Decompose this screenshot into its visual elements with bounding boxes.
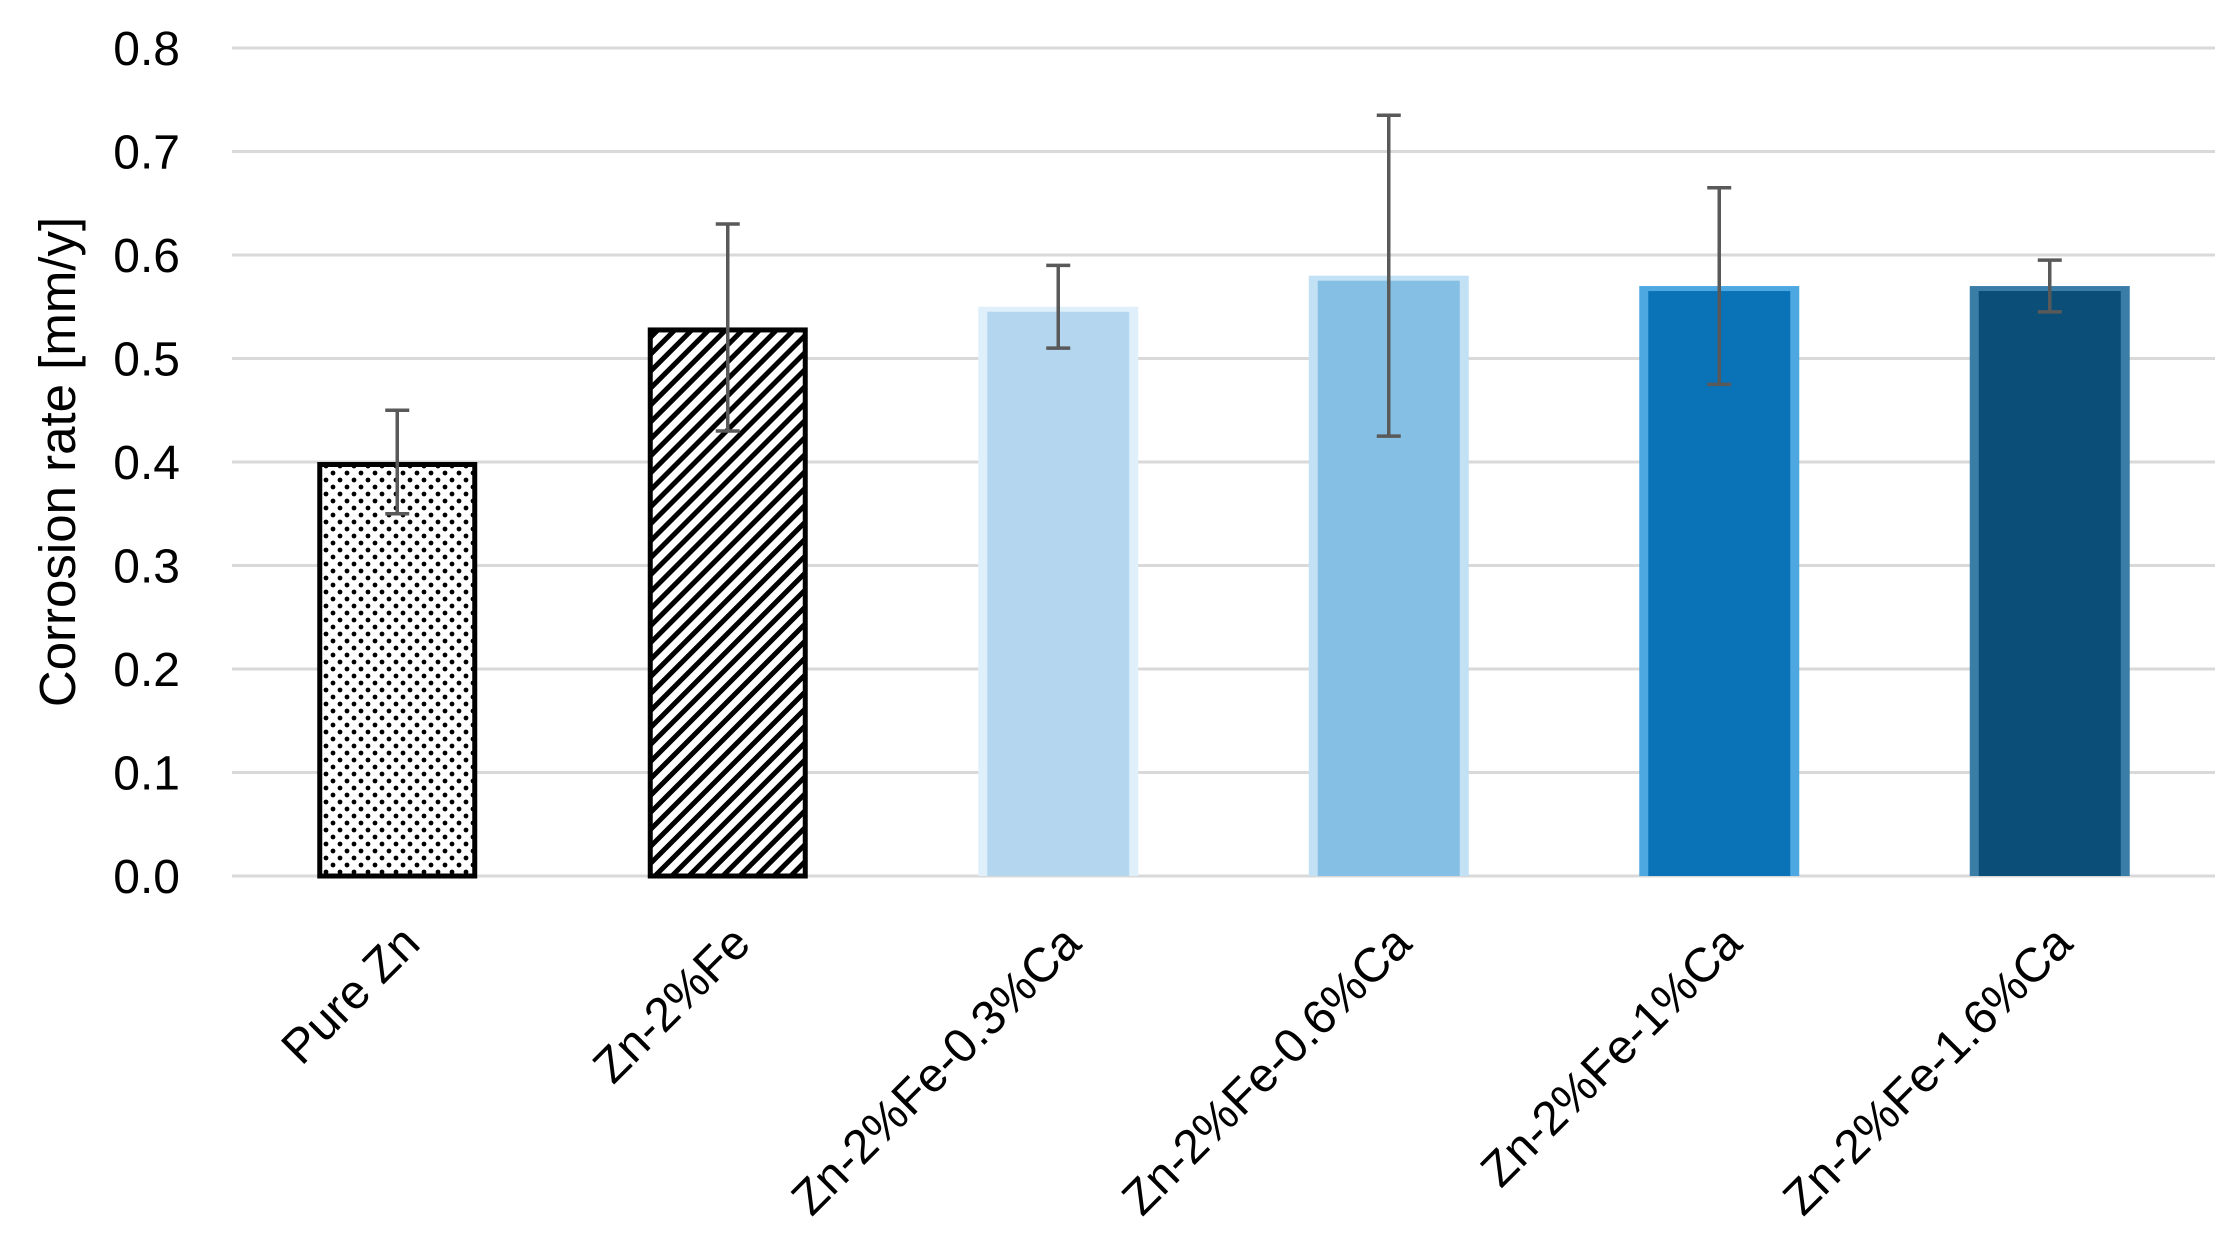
error-bar [715,222,740,433]
y-tick-label: 0.8 [113,23,180,76]
error-bar [1046,263,1071,350]
x-category-label: Zn-2%Fe [583,916,760,1093]
y-tick-label: 0.4 [113,437,180,490]
y-tick-label: 0.3 [113,541,180,594]
y-axis-title: Corrosion rate [mm/y] [29,217,86,707]
error-bar [2037,258,2062,314]
gridlines [232,46,2215,878]
y-tick-label: 0.1 [113,748,180,801]
error-bar [1376,113,1401,438]
y-tick-label: 0.7 [113,127,180,180]
error-bar [385,408,410,516]
y-tick-label: 0.2 [113,644,180,697]
y-tick-label: 0.0 [113,851,180,904]
x-category-label: Zn-2%Fe-0.3%Ca [782,916,1091,1225]
bar-group [978,306,1139,876]
bar [987,311,1130,876]
bars [317,275,2130,879]
x-category-label: Zn-2%Fe-1.6%Ca [1773,916,2082,1225]
bar [1648,291,1791,876]
error-bars [385,113,2062,516]
y-tick-label: 0.5 [113,334,180,387]
x-category-label: Pure Zn [272,916,430,1074]
error-bar [1707,185,1732,387]
y-tick-labels: 0.0 0.1 0.2 0.3 0.4 0.5 0.6 0.7 0.8 [113,23,180,904]
x-category-labels: Pure Zn Zn-2%Fe Zn-2%Fe-0.3%Ca Zn-2%Fe-0.6%… [272,916,2083,1225]
bar-group [1969,286,2130,876]
x-category-label: Zn-2%Fe-1%Ca [1471,916,1752,1197]
x-category-label: Zn-2%Fe-0.6%Ca [1112,916,1421,1225]
y-tick-label: 0.6 [113,230,180,283]
bar-group [317,462,478,879]
bar [1978,291,2121,876]
bar-group [1639,286,1800,876]
bar [317,462,478,879]
